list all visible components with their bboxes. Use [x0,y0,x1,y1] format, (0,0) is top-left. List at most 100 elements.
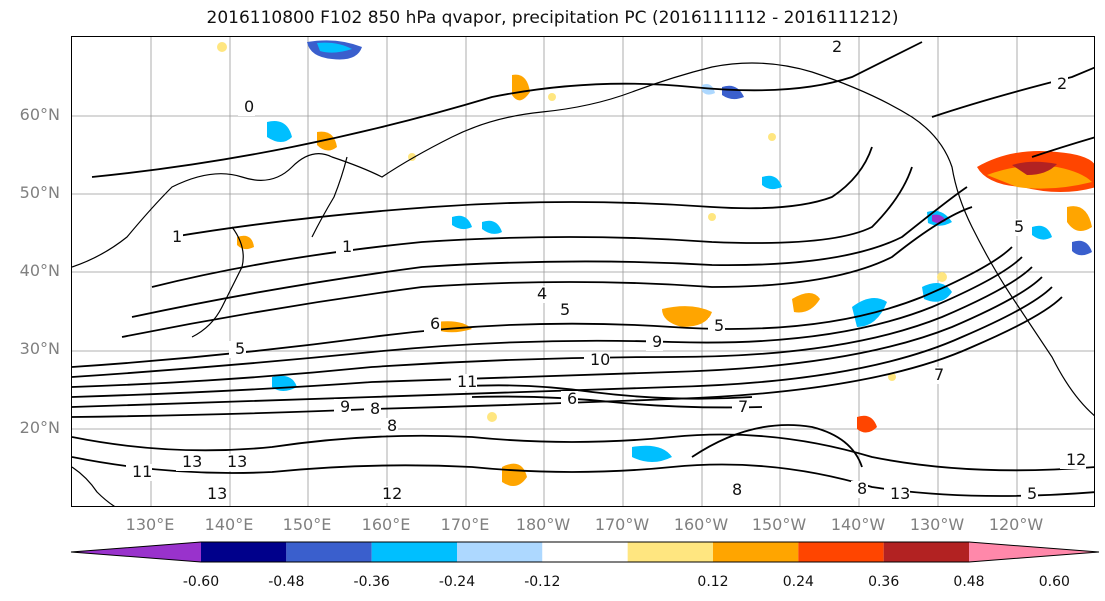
contour-label: 11 [457,372,477,391]
contour-label-bg [561,391,578,408]
contour-label: 12 [382,484,402,503]
contour-label: 2 [1057,74,1067,93]
colorbar-tick-label: 0.48 [953,574,985,590]
contour-label: 2 [832,37,842,56]
contour-label-bg [451,374,477,391]
longitude-label: 130°W [909,515,965,534]
latitude-label: 50°N [19,183,60,202]
contour-label: 9 [340,397,350,416]
longitude-label: 120°W [988,515,1044,534]
qvapor-contours [72,41,1094,497]
coastlines [72,62,1094,506]
contour-label-bg [584,352,610,369]
latitude-label: 30°N [19,339,60,358]
contour-label: 6 [567,389,577,408]
colorbar-segments [70,541,1100,563]
contour-label-bg [238,99,255,116]
contour-label-bg [221,454,247,471]
longitude-label: 130°E [125,515,175,534]
contour-label-bg [336,239,353,256]
map-title: 2016110800 F102 850 hPa qvapor, precipit… [206,8,899,28]
contour-label: 1 [342,237,352,256]
contour-label-bg [201,486,227,503]
contour-label-bg [334,399,351,416]
contour-label-bg [176,454,202,471]
contour-label: 9 [652,332,662,351]
contour-label-bg [732,399,749,416]
contour-label: 5 [714,316,724,335]
contour-label-bg [708,318,725,335]
contour-label-bg [554,302,571,319]
contour-label-bg [851,481,868,498]
colorbar-segment [798,542,884,562]
contour-label-bg [646,334,663,351]
colorbar-segment [457,542,543,562]
contour-label-bg [1008,219,1025,236]
colorbar-tick-label: -0.48 [268,574,305,590]
longitude-label: 160°W [673,515,729,534]
contour-label: 13 [182,452,202,471]
contour-label-bg [726,482,743,499]
contour-label: 5 [235,339,245,358]
contour-label-bg [1051,76,1068,93]
contour-label: 5 [560,300,570,319]
contour-label: 7 [738,397,748,416]
contour-label-bg [1060,452,1086,469]
contour-label: 8 [857,479,867,498]
colorbar-segment [713,542,799,562]
contour-label: 0 [244,97,254,116]
contour-label: 10 [590,350,610,369]
latitude-label: 20°N [19,418,60,437]
colorbar-segment [201,542,287,562]
contour-label: 11 [132,462,152,481]
colorbar-tick-label: 0.24 [782,574,814,590]
colorbar-tick-label: -0.24 [438,574,476,590]
colorbar-tick-label: -0.12 [524,574,561,590]
colorbar-segment [542,542,628,562]
colorbar-segment [883,542,969,562]
contour-label: 6 [430,314,440,333]
longitude-label: 140°W [830,515,886,534]
colorbar-segment [627,542,713,562]
contour-label: 8 [370,399,380,418]
contour-label-bg [928,367,945,384]
contour-label: 5 [1014,217,1024,236]
contour-label: 13 [207,484,227,503]
contour-label: 5 [1027,484,1037,503]
contour-label-bg [1021,486,1038,503]
contour-label-bg [424,316,441,333]
contour-label: 13 [227,452,247,471]
longitude-label: 140°E [204,515,254,534]
colorbar-outline [70,541,1100,563]
colorbar [70,541,1100,563]
graticule [72,37,1094,506]
contour-label-bg [376,486,402,503]
colorbar-tick-label: -0.60 [182,574,220,590]
contour-label: 13 [890,484,910,503]
map-panel: 2 2 0 1 1 4 5 6 5 10 9 11 6 8 9 7 5 8 13 11 13 13 12 12 8 8 13 5 5 7 [71,36,1095,507]
contour-label-bg [166,229,183,246]
contour-label-bg [381,418,398,435]
colorbar-segment [71,542,201,562]
longitude-label: 170°E [440,515,490,534]
contour-label: 8 [732,480,742,499]
contour-label-bg [531,286,548,303]
colorbar-segment [969,542,1099,562]
latitude-label: 40°N [19,261,60,280]
contour-label: 8 [387,416,397,435]
colorbar-tick-label: 0.36 [868,574,900,590]
contour-label-bg [826,39,843,56]
contour-label-bg [364,401,381,418]
contour-label-bg [229,341,246,358]
colorbar-segment [371,542,457,562]
precip-pc-shading [217,40,1094,486]
colorbar-segment [286,542,372,562]
contour-label-bg [126,464,152,481]
longitude-label: 150°E [282,515,332,534]
colorbar-tick-label: 0.12 [697,574,729,590]
contour-label-bg [884,486,910,503]
longitude-label: 170°W [594,515,650,534]
contour-label: 1 [172,227,182,246]
